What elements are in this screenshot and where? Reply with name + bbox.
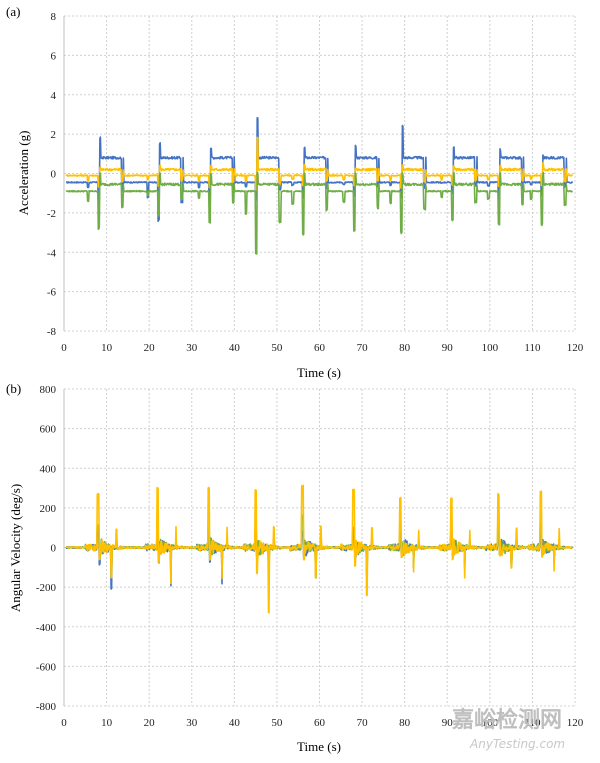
series-line-blue	[65, 117, 574, 223]
y-tick-label: 2	[51, 129, 57, 141]
panel-b-x-axis-title: Time (s)	[297, 739, 341, 754]
y-tick-label: -200	[36, 582, 57, 594]
x-tick-label: 70	[357, 717, 369, 729]
y-tick-label: -600	[36, 661, 57, 673]
x-tick-label: 40	[229, 717, 241, 729]
x-tick-label: 50	[271, 342, 283, 354]
panel-b-y-axis-title: Angular Velocity (deg/s)	[8, 484, 23, 612]
series-line-yellow	[65, 136, 573, 192]
y-tick-label: 0	[51, 543, 57, 555]
y-tick-label: 8	[51, 11, 57, 23]
y-tick-label: -400	[36, 622, 57, 634]
x-tick-label: 30	[186, 717, 198, 729]
x-tick-label: 40	[229, 342, 241, 354]
x-tick-label: 70	[357, 342, 369, 354]
y-tick-label: -2	[47, 208, 56, 220]
x-tick-label: 10	[101, 342, 113, 354]
y-tick-label: 6	[51, 50, 57, 62]
x-tick-label: 0	[61, 717, 67, 729]
x-tick-label: 20	[144, 342, 156, 354]
panel-a: (a) -8 -6 -4 -2 0 2 4 6 8 0 10 20 30 40 50 60 70 80 90 100…	[6, 4, 584, 380]
x-tick-label: 10	[101, 717, 113, 729]
panel-a-x-axis-title: Time (s)	[297, 365, 341, 380]
watermark-url: AnyTesting.com	[469, 737, 565, 751]
panel-a-y-tick-labels: -8 -6 -4 -2 0 2 4 6 8	[47, 11, 57, 338]
x-tick-label: 120	[567, 717, 584, 729]
y-tick-label: 0	[51, 169, 57, 181]
y-tick-label: 4	[51, 90, 57, 102]
series-line-green	[65, 171, 574, 255]
panel-a-x-tick-labels: 0 10 20 30 40 50 60 70 80 90 100 110 120	[61, 342, 584, 354]
y-tick-label: 800	[40, 384, 57, 396]
y-tick-label: -8	[47, 326, 57, 338]
panel-a-label: (a)	[6, 4, 20, 19]
x-tick-label: 100	[482, 342, 499, 354]
y-tick-label: 400	[40, 463, 57, 475]
watermark: 嘉峪检测网 AnyTesting.com	[452, 707, 565, 751]
y-tick-label: -800	[36, 701, 57, 713]
x-tick-label: 0	[61, 342, 67, 354]
x-tick-label: 100	[482, 717, 499, 729]
panel-b-y-tick-labels: -800 -600 -400 -200 0 200 400 600 800	[36, 384, 57, 713]
watermark-title: 嘉峪检测网	[452, 707, 562, 733]
panel-a-y-axis-title: Acceleration (g)	[16, 131, 31, 216]
x-tick-label: 20	[144, 717, 156, 729]
y-tick-label: -4	[47, 247, 57, 259]
panel-b-label: (b)	[6, 381, 21, 396]
x-tick-label: 90	[442, 342, 454, 354]
panel-b-series	[65, 484, 574, 614]
y-tick-label: 600	[40, 424, 57, 436]
x-tick-label: 60	[314, 342, 326, 354]
x-tick-label: 110	[524, 717, 541, 729]
panel-b: (b) -800 -600 -400 -200 0 200 400 600 800 0 10 20 3…	[6, 381, 584, 754]
panel-b-x-tick-labels: 0 10 20 30 40 50 60 70 80 90 100 110 120	[61, 717, 584, 729]
x-tick-label: 60	[314, 717, 326, 729]
y-tick-label: -6	[47, 287, 57, 299]
y-tick-label: 200	[40, 503, 57, 515]
x-tick-label: 120	[567, 342, 584, 354]
series-line-yellow	[65, 484, 573, 614]
x-tick-label: 110	[524, 342, 541, 354]
x-tick-label: 30	[186, 342, 198, 354]
panel-a-grid	[63, 15, 576, 332]
x-tick-label: 80	[399, 717, 411, 729]
x-tick-label: 90	[442, 717, 454, 729]
panel-a-series	[65, 117, 574, 255]
x-tick-label: 80	[399, 342, 411, 354]
x-tick-label: 50	[271, 717, 283, 729]
